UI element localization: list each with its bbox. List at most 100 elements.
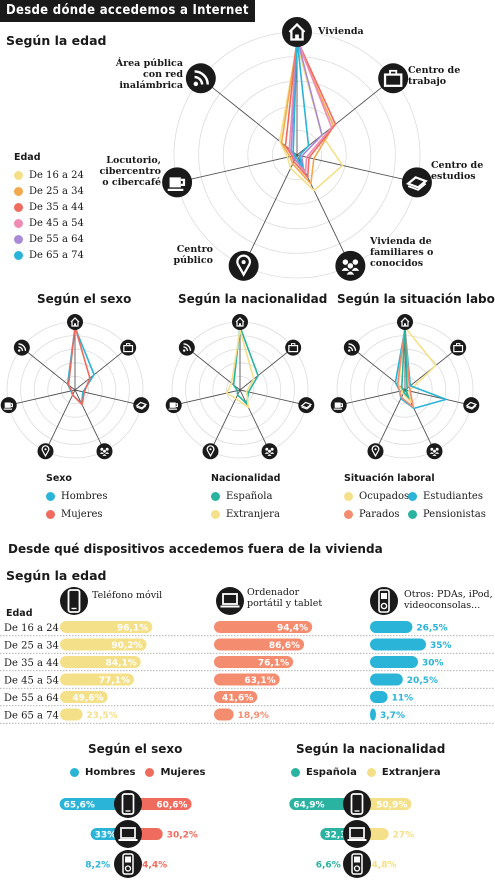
radar-series-mujeres: [67, 325, 91, 406]
radar-axis: [404, 389, 472, 406]
wifi-icon: [13, 339, 30, 356]
radar-axis: [74, 389, 105, 452]
legend-label: Española: [226, 490, 273, 502]
legend-item: Mujeres: [145, 764, 205, 780]
legend-label: Hombres: [85, 766, 136, 778]
legend-item: Pensionistas: [408, 505, 495, 523]
device-bar: [370, 621, 413, 633]
radar-axis: [296, 154, 351, 267]
legend-swatch: [14, 234, 23, 244]
devices-heading: Desde qué dispositivos accedemos fuera d…: [8, 542, 383, 556]
legend-item: Española: [211, 487, 280, 505]
legend-label: Pensionistas: [423, 508, 486, 520]
laptop-icon: [343, 820, 371, 848]
legend-swatch: [145, 767, 155, 777]
device-bar: [370, 708, 376, 721]
location-pin-icon: [228, 250, 259, 281]
mobile-phone-icon: [60, 587, 88, 615]
legend-label: Española: [306, 766, 357, 778]
device-bar-label: 76,1%: [258, 659, 289, 669]
radar-axis: [296, 154, 418, 183]
radar-series-estudiantes: [394, 327, 447, 410]
age-row-label: De 25 a 34: [4, 641, 59, 652]
nac-legend: Nacionalidad Española Extranjera: [211, 473, 280, 523]
device-bar: [214, 708, 234, 721]
devices-nac-heading: Según la nacionalidad: [296, 742, 446, 756]
radar-axis: [239, 347, 294, 391]
device-bar-label: 84,1%: [106, 659, 137, 669]
devices-edad-heading: Según la edad: [6, 568, 107, 583]
radar-series-española: [232, 325, 259, 405]
heading-situacion-laboral: Según la situación laboral: [337, 292, 495, 306]
device-bar-label: 11%: [392, 694, 414, 704]
legend-title: Edad: [14, 152, 41, 163]
wifi-icon: [343, 339, 360, 356]
music-player-icon: [114, 850, 142, 878]
radar-axis-label: Centro de trabajo: [408, 65, 460, 87]
radar-axis-label: Centro público: [173, 244, 213, 266]
legend-label: De 55 a 64: [29, 233, 84, 245]
briefcase-icon: [378, 63, 409, 94]
legend-swatch: [291, 767, 300, 777]
radar-axis: [239, 389, 307, 406]
legend-swatch: [14, 170, 23, 180]
legend-item: De 65 a 74: [14, 247, 84, 263]
music-player-icon: [343, 850, 371, 878]
legend-swatch: [14, 186, 23, 196]
device-bar-label: 30%: [422, 659, 444, 669]
device-bar-label: 3,7%: [380, 711, 405, 721]
radar-axis-label: Locutorio, cibercentro o cibercafé: [99, 155, 161, 188]
device-bar-label: 86,6%: [269, 641, 300, 651]
legend-item: De 35 a 44: [14, 199, 84, 215]
device-bar: [60, 656, 141, 668]
legend-label: De 35 a 44: [29, 201, 84, 213]
radar-axis: [21, 347, 76, 391]
device-bar-label: 27%: [393, 831, 415, 841]
device-bar: [370, 691, 388, 703]
legend-swatch: [14, 250, 23, 260]
legend-item: Mujeres: [46, 505, 107, 523]
legend-item: Extranjera: [211, 505, 280, 523]
edad-col-header: Edad: [6, 608, 33, 619]
wifi-icon: [185, 63, 216, 94]
legend-label: Mujeres: [61, 508, 103, 520]
device-bar-label: 63,1%: [244, 676, 275, 686]
radar-axis-label: Área pública con red inalámbrica: [115, 57, 184, 91]
device-bar: [214, 673, 280, 686]
legend-item: Ocupados: [344, 487, 409, 505]
people-icon: [426, 443, 443, 460]
device-bar-label: 4,8%: [372, 861, 397, 871]
legend-swatch: [46, 509, 55, 519]
legend-item: Española: [291, 764, 357, 780]
radar-series-parados: [396, 326, 415, 408]
legend-title: Situación laboral: [344, 473, 435, 484]
device-bar-label: 20,5%: [407, 676, 438, 686]
radar-series-extranjera: [225, 329, 255, 408]
radar-axis: [45, 389, 76, 452]
coffee-cup-icon: [0, 397, 17, 414]
device-bar-label: 65,6%: [64, 801, 95, 811]
radar-axis: [243, 154, 298, 267]
coffee-cup-icon: [330, 397, 347, 414]
legend-label: Extranjera: [226, 508, 280, 520]
edad-legend: Edad De 16 a 24 De 25 a 34 De 35 a 44 De 45…: [14, 152, 84, 263]
wifi-icon: [178, 339, 195, 356]
radar-axis: [173, 389, 241, 406]
location-pin-icon: [367, 443, 384, 460]
legend-label: Parados: [359, 508, 400, 520]
device-bar: [370, 638, 426, 651]
legend-item: Extranjera: [366, 764, 441, 780]
radar-chart-nacionalidad: [165, 314, 315, 460]
home-icon: [67, 314, 83, 330]
home-icon: [282, 17, 312, 47]
device-bar: [214, 638, 305, 651]
device-bar-label: 94,4%: [277, 624, 308, 634]
book-icon: [401, 167, 432, 198]
book-icon: [298, 397, 315, 414]
legend-label: Hombres: [61, 490, 108, 502]
legend-swatch: [408, 509, 417, 519]
legend-swatch: [408, 491, 417, 501]
legend-swatch: [344, 509, 353, 519]
book-icon: [463, 397, 480, 414]
legend-swatch: [14, 218, 23, 228]
